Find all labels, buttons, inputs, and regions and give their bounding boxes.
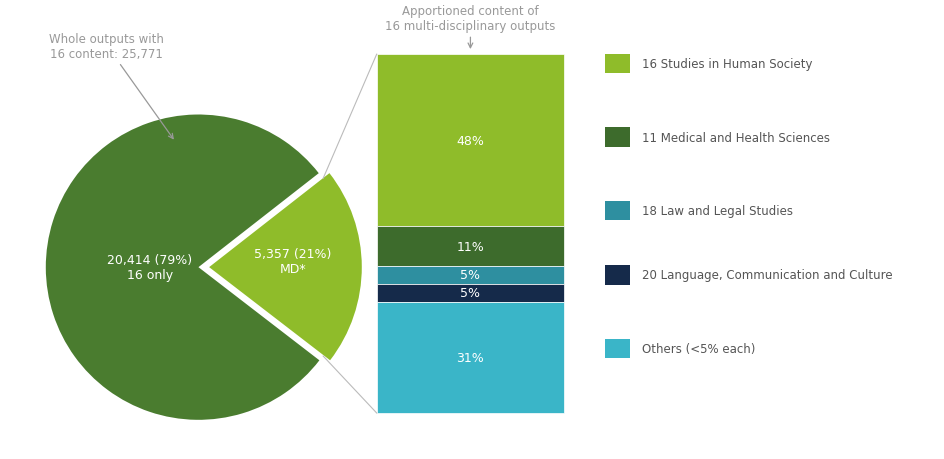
Text: 18 Law and Legal Studies: 18 Law and Legal Studies bbox=[641, 205, 792, 218]
Bar bbox=[604, 55, 629, 74]
Text: Whole outputs with
16 content: 25,771: Whole outputs with 16 content: 25,771 bbox=[49, 33, 173, 139]
Text: Apportioned content of
16 multi-disciplinary outputs: Apportioned content of 16 multi-discipli… bbox=[385, 5, 555, 49]
Bar bbox=[377, 227, 564, 266]
Text: 11 Medical and Health Sciences: 11 Medical and Health Sciences bbox=[641, 131, 829, 144]
Text: 16 Studies in Human Society: 16 Studies in Human Society bbox=[641, 58, 811, 71]
Bar bbox=[604, 128, 629, 147]
Text: 5,357 (21%)
MD*: 5,357 (21%) MD* bbox=[254, 247, 331, 275]
Text: 48%: 48% bbox=[456, 134, 484, 147]
Text: 11%: 11% bbox=[456, 240, 483, 253]
Wedge shape bbox=[209, 174, 362, 360]
Bar bbox=[604, 339, 629, 358]
Text: 31%: 31% bbox=[456, 351, 483, 364]
Wedge shape bbox=[45, 115, 319, 420]
Text: 20,414 (79%)
16 only: 20,414 (79%) 16 only bbox=[107, 254, 192, 281]
Text: Others (<5% each): Others (<5% each) bbox=[641, 342, 754, 355]
Text: 5%: 5% bbox=[460, 287, 480, 300]
Bar bbox=[377, 55, 564, 227]
Text: 20 Language, Communication and Culture: 20 Language, Communication and Culture bbox=[641, 269, 891, 282]
Bar bbox=[604, 266, 629, 285]
Bar bbox=[377, 266, 564, 284]
Bar bbox=[377, 284, 564, 302]
Bar bbox=[377, 302, 564, 413]
Bar bbox=[604, 202, 629, 221]
Text: 5%: 5% bbox=[460, 269, 480, 282]
